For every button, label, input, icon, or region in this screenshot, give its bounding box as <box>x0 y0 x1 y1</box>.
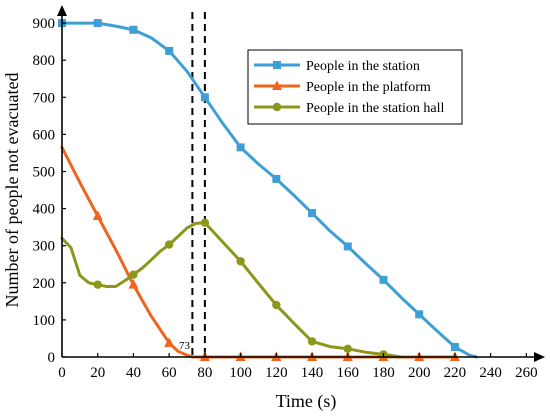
y-tick-label: 900 <box>33 16 56 32</box>
data-point-marker <box>272 102 282 112</box>
x-tick-label: 100 <box>229 365 252 381</box>
x-tick-label: 240 <box>479 365 502 381</box>
legend-entry: People in the station hall <box>254 101 445 116</box>
x-axis-title: Time (s) <box>276 391 337 412</box>
legend-entry: People in the platform <box>254 80 431 95</box>
data-point-marker <box>236 143 245 152</box>
legend-label: People in the station hall <box>306 101 445 116</box>
data-point-marker <box>450 342 459 351</box>
data-point-marker <box>415 310 424 319</box>
series-triangle <box>60 145 460 361</box>
data-point-marker <box>93 19 102 28</box>
x-tick-label: 120 <box>265 365 288 381</box>
x-tick-label: 0 <box>58 365 66 381</box>
legend-label: People in the station <box>306 59 420 74</box>
data-point-marker <box>128 279 139 289</box>
data-point-marker <box>200 218 210 227</box>
axes <box>57 5 545 362</box>
y-tick-label: 300 <box>33 239 56 255</box>
data-point-marker <box>200 93 209 102</box>
y-axis-title: Number of people not evacuated <box>2 73 22 308</box>
x-tick-label: 160 <box>337 365 360 381</box>
legend-label: People in the platform <box>306 80 431 95</box>
y-axis-ticks: 0 100 200 300 400 500 600 700 800 900 <box>33 16 66 366</box>
data-point-marker <box>272 80 282 90</box>
legend-entry: People in the station <box>254 59 420 74</box>
data-point-marker <box>164 240 174 249</box>
data-point-marker <box>236 257 245 266</box>
data-point-marker <box>308 209 317 218</box>
data-point-marker <box>272 300 281 310</box>
y-axis-arrow <box>57 5 67 16</box>
y-tick-label: 100 <box>33 313 56 329</box>
x-tick-label: 180 <box>372 365 395 381</box>
x-tick-label: 220 <box>444 365 467 381</box>
x-tick-label: 60 <box>162 365 177 381</box>
data-point-marker <box>93 280 102 289</box>
x-tick-label: 40 <box>126 365 141 381</box>
data-point-marker <box>164 337 175 347</box>
series-line <box>60 145 457 359</box>
data-point-marker <box>343 344 352 354</box>
y-tick-label: 200 <box>33 276 56 292</box>
data-point-marker <box>165 46 174 55</box>
data-point-marker <box>129 270 138 279</box>
y-tick-label: 400 <box>33 202 56 218</box>
legend-items: People in the station People in the platf… <box>254 59 445 116</box>
data-point-marker <box>379 275 388 284</box>
x-tick-label: 20 <box>90 365 105 381</box>
reference-lines <box>191 12 206 357</box>
series-line <box>60 221 403 359</box>
x-tick-label: 260 <box>515 365 538 381</box>
data-point-marker <box>272 174 281 183</box>
data-point-marker <box>343 242 352 251</box>
annotation-73: 73 <box>179 340 191 352</box>
y-tick-label: 500 <box>33 165 56 181</box>
y-tick-label: 800 <box>33 53 56 69</box>
x-axis-arrow <box>534 352 545 362</box>
data-point-marker <box>273 61 281 69</box>
x-tick-label: 200 <box>408 365 431 381</box>
x-tick-label: 140 <box>301 365 324 381</box>
data-point-marker <box>307 337 317 346</box>
y-tick-label: 600 <box>33 127 56 143</box>
x-axis-ticks: 0 20 40 60 80 100 120 140 160 180 200 220 240 260 <box>58 353 538 381</box>
y-tick-label: 700 <box>33 90 56 106</box>
series-circle <box>60 218 403 359</box>
data-point-marker <box>92 210 103 221</box>
x-tick-label: 80 <box>197 365 212 381</box>
y-tick-label: 0 <box>48 350 56 366</box>
data-point-marker <box>129 25 138 34</box>
